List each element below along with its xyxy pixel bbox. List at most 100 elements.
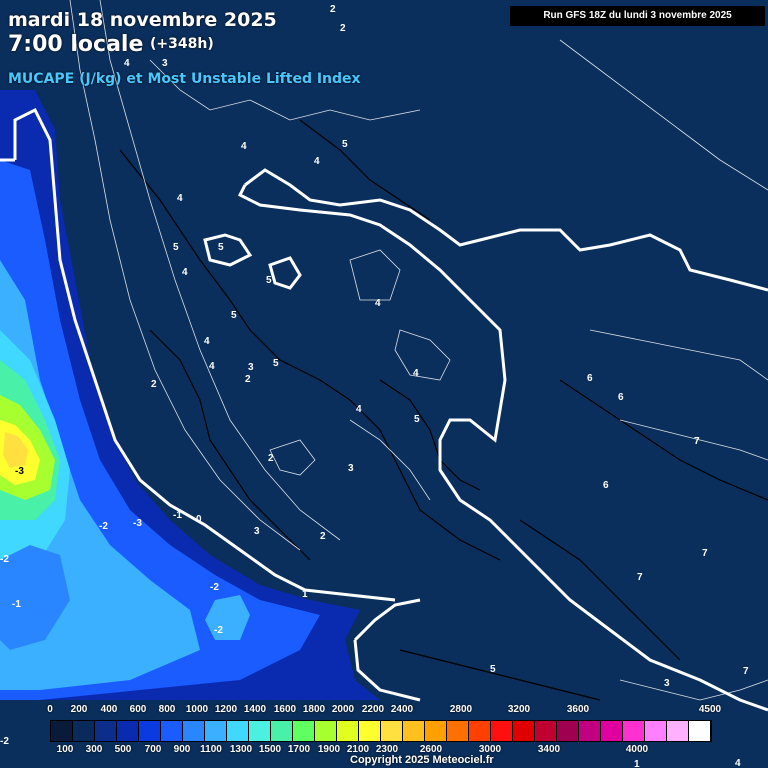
legend-label: 1100 <box>200 744 222 755</box>
legend-label: 1600 <box>273 704 297 715</box>
li-label: 4 <box>124 58 130 69</box>
legend-swatch <box>447 721 469 741</box>
li-label: 7 <box>694 436 700 447</box>
li-label: 1 <box>634 759 640 768</box>
legend-swatch <box>425 721 447 741</box>
li-label: 2 <box>340 23 346 34</box>
li-label: -1 <box>12 599 21 610</box>
legend-swatch <box>117 721 139 741</box>
li-label: 2 <box>320 531 326 542</box>
legend-swatch <box>689 721 711 741</box>
legend-swatch <box>161 721 183 741</box>
legend-label: 300 <box>85 744 103 755</box>
legend-label: 4000 <box>625 744 649 755</box>
li-label: 5 <box>231 310 237 321</box>
li-label: -2 <box>0 736 9 747</box>
legend-swatch <box>359 721 381 741</box>
li-label: 3 <box>248 362 254 373</box>
legend-swatch <box>249 721 271 741</box>
li-label: 5 <box>342 139 348 150</box>
legend-swatch <box>183 721 205 741</box>
legend-label: 3400 <box>537 744 561 755</box>
legend-swatch <box>469 721 491 741</box>
legend-label: 1400 <box>243 704 267 715</box>
li-label: -3 <box>15 466 24 477</box>
legend-swatch <box>381 721 403 741</box>
legend-label: 2600 <box>419 744 443 755</box>
legend-label: 100 <box>56 744 74 755</box>
li-label: 3 <box>664 678 670 689</box>
li-label: 5 <box>266 275 272 286</box>
li-label: 3 <box>162 58 168 69</box>
li-label: 0 <box>196 514 202 525</box>
legend-label: 3600 <box>566 704 590 715</box>
legend-swatch <box>645 721 667 741</box>
li-label: 4 <box>735 758 741 768</box>
li-label: 4 <box>177 193 183 204</box>
legend-color-bar <box>50 720 712 742</box>
li-label: -2 <box>214 625 223 636</box>
legend-swatch <box>579 721 601 741</box>
legend-bottom-labels: 100 300 500 700 900 1100 1300 1500 1700 1900 2100 2… <box>50 744 710 758</box>
legend-label: 400 <box>100 704 118 715</box>
field-title: MUCAPE (J/kg) et Most Unstable Lifted In… <box>8 71 361 87</box>
legend-label: 800 <box>158 704 176 715</box>
li-label: 4 <box>375 298 381 309</box>
legend-swatch <box>403 721 425 741</box>
legend-swatch <box>601 721 623 741</box>
legend-label: 1000 <box>185 704 209 715</box>
li-label: 6 <box>603 480 609 491</box>
legend-label: 600 <box>129 704 147 715</box>
li-label: 5 <box>218 242 224 253</box>
legend-swatch <box>73 721 95 741</box>
legend-label: 2000 <box>331 704 355 715</box>
legend-label: 3200 <box>507 704 531 715</box>
li-label: 7 <box>637 572 643 583</box>
run-info: Run GFS 18Z du lundi 3 novembre 2025 <box>510 6 765 26</box>
li-label: 3 <box>254 526 260 537</box>
legend-swatch <box>491 721 513 741</box>
cape-zero-contour <box>0 107 768 712</box>
legend-swatch <box>227 721 249 741</box>
li-label: -3 <box>133 518 142 529</box>
li-label: 5 <box>173 242 179 253</box>
legend-label: 200 <box>70 704 88 715</box>
legend-label: 2800 <box>449 704 473 715</box>
coastlines <box>119 119 768 701</box>
legend-label: 1200 <box>214 704 238 715</box>
legend-label: 500 <box>114 744 132 755</box>
legend-swatch <box>667 721 689 741</box>
li-label: 6 <box>618 392 624 403</box>
legend-swatch <box>95 721 117 741</box>
li-label: 4 <box>182 267 188 278</box>
lifted-index-contours <box>69 0 768 701</box>
legend-label: 1900 <box>317 744 341 755</box>
legend-swatch <box>623 721 645 741</box>
legend-swatch <box>293 721 315 741</box>
legend-top-labels: 0 200 400 600 800 1000 1200 1400 1600 1800 2000 220… <box>47 704 721 718</box>
li-label: 2 <box>330 4 336 15</box>
forecast-date: mardi 18 novembre 2025 <box>8 9 277 31</box>
legend-label: 2300 <box>375 744 399 755</box>
li-label: -2 <box>99 521 108 532</box>
cape-shading <box>0 90 380 700</box>
li-label: 7 <box>743 666 749 677</box>
legend-swatch <box>557 721 579 741</box>
li-label: 2 <box>268 453 274 464</box>
forecast-time: 7:00 locale <box>8 32 144 57</box>
lifted-index-labels: 2 2 3 4 4 5 4 4 5 5 4 5 5 4 2 3 2 5 4 4 … <box>0 4 749 768</box>
legend-label: 1300 <box>229 744 253 755</box>
forecast-lead-time: (+348h) <box>150 36 214 52</box>
legend-label: 1500 <box>258 744 282 755</box>
legend-swatch <box>51 721 73 741</box>
li-label: 2 <box>151 379 157 390</box>
legend-label: 1800 <box>302 704 326 715</box>
legend-label: 700 <box>144 744 162 755</box>
legend-swatch <box>535 721 557 741</box>
legend-label: 900 <box>173 744 191 755</box>
li-label: 4 <box>413 368 419 379</box>
legend-swatch <box>337 721 359 741</box>
li-label: 7 <box>702 548 708 559</box>
li-label: -1 <box>173 510 182 521</box>
